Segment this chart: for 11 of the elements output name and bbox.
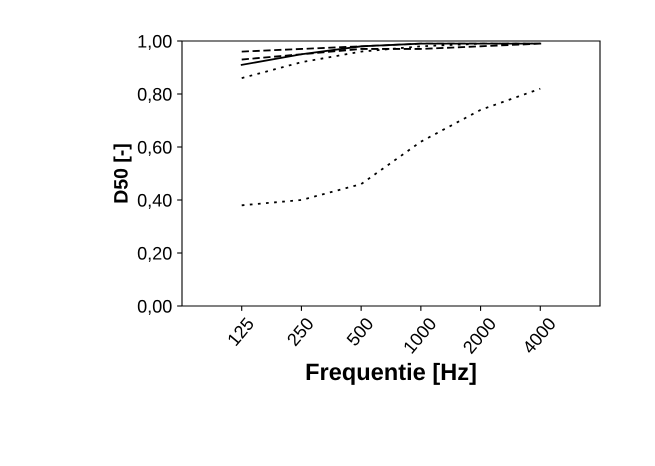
x-tick-label: 500 [346, 316, 374, 347]
y-tick-label: 1,00 [138, 34, 172, 50]
x-axis-title: Frequentie [Hz] [306, 362, 476, 385]
y-tick-label: 0,80 [138, 88, 172, 103]
y-tick-label: 0,60 [138, 140, 172, 156]
x-tick-label: 125 [226, 316, 255, 346]
y-tick-label: 0,40 [138, 194, 172, 209]
y-axis-title: D50 [-] [113, 144, 132, 202]
x-tick-label: 250 [286, 316, 314, 347]
y-tick-label: 0,20 [138, 246, 172, 262]
y-tick-label: 0,00 [138, 300, 172, 315]
